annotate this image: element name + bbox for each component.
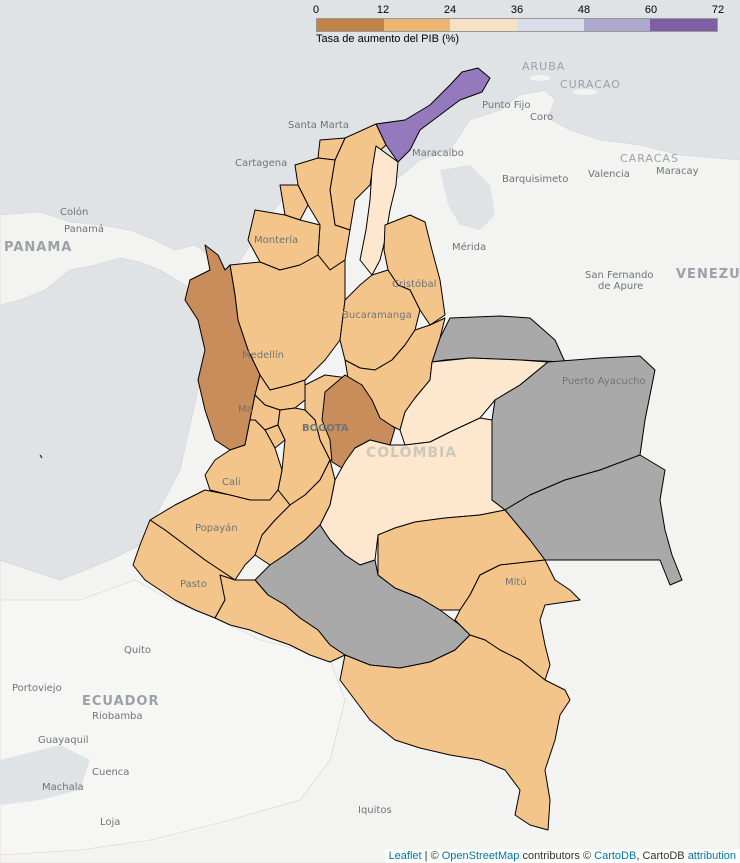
label-de-apure: de Apure: [598, 281, 643, 292]
cartodb-link[interactable]: CartoDB: [594, 850, 637, 862]
label-aruba: ARUBA: [522, 60, 565, 73]
attribution-sep: | ©: [421, 850, 442, 862]
attribution: Leaflet | © OpenStreetMap contributors ©…: [384, 849, 740, 863]
dept-sucre[interactable]: [279, 184, 309, 221]
label-loja: Loja: [100, 817, 120, 828]
dept-putumayo[interactable]: [214, 574, 346, 663]
attribution-comma: , CartoDB: [636, 850, 688, 862]
label-puerto-ayacucho: Puerto Ayacucho: [562, 376, 646, 387]
label-cartagena: Cartagena: [235, 158, 287, 169]
label-ecuador: ECUADOR: [82, 694, 160, 709]
gulf-guayaquil: [0, 745, 90, 805]
label-riobamba: Riobamba: [92, 711, 143, 722]
legend-swatch: [583, 19, 651, 31]
dept-cesar[interactable]: [359, 145, 399, 276]
label-quito: Quito: [124, 645, 151, 656]
colombia-departments: [132, 67, 683, 831]
legend-swatch: [383, 19, 451, 31]
land-ecuador: [0, 579, 346, 856]
legend-tick: 24: [443, 4, 457, 16]
legend-tick: 48: [577, 4, 591, 16]
label-curacao: CURACAO: [560, 78, 621, 91]
island-aruba: [530, 75, 550, 81]
label-manizales: Ma: [238, 404, 253, 415]
legend-swatch: [317, 19, 384, 31]
label-punto-fijo: Punto Fijo: [482, 100, 530, 111]
label-colombia: COLOMBIA: [366, 445, 457, 461]
label-portoviejo: Portoviejo: [12, 683, 62, 694]
lake-maracaibo: [440, 165, 495, 230]
legend-swatch: [450, 19, 518, 31]
legend-swatch: [517, 19, 584, 31]
label-valencia: Valencia: [588, 169, 630, 180]
label-san-fernando: San Fernando: [585, 270, 654, 281]
label-pasto: Pasto: [180, 579, 207, 590]
label-panama-city: Panamá: [64, 223, 104, 235]
osm-link[interactable]: OpenStreetMap: [441, 850, 520, 862]
legend-tick: 72: [711, 4, 725, 16]
label-venezuela: VENEZUE: [676, 267, 740, 282]
label-maracay: Maracay: [656, 166, 699, 177]
attribution-contrib: contributors ©: [519, 850, 595, 862]
dept-amazonas[interactable]: [339, 634, 571, 831]
label-panama: PANAMA: [4, 240, 72, 255]
label-bogota: BOGOTA: [302, 423, 349, 434]
label-monteria: Montería: [254, 234, 298, 246]
label-medellin: Medellín: [242, 349, 284, 361]
cartodb-attribution-link[interactable]: attribution: [687, 850, 736, 862]
legend-tick: 12: [376, 4, 390, 16]
label-santa-marta: Santa Marta: [288, 120, 349, 131]
label-mitu: Mitú: [505, 576, 527, 588]
island-curacao: [573, 89, 597, 95]
legend-tick: 36: [510, 4, 524, 16]
map-labels: ARUBA CURACAO Punto Fijo Coro Santa Mart…: [4, 60, 740, 828]
label-coro: Coro: [530, 112, 553, 123]
label-machala: Machala: [42, 782, 84, 793]
legend-swatch: [650, 19, 718, 31]
label-cuenca: Cuenca: [92, 767, 129, 778]
label-bucaramanga: Bucaramanga: [342, 310, 412, 321]
legend: 0 12 24 36 48 60 72 Tasa de aumento del …: [312, 4, 724, 48]
leaflet-link[interactable]: Leaflet: [388, 850, 422, 862]
label-popayan: Popayán: [195, 522, 238, 534]
legend-color-bar: [316, 18, 718, 32]
label-cali: Cali: [222, 477, 241, 488]
legend-title: Tasa de aumento del PIB (%): [316, 33, 460, 45]
dept-guainia[interactable]: [504, 454, 683, 586]
label-maracaibo: Maracaibo: [412, 148, 464, 159]
label-colon: Colón: [60, 206, 88, 218]
label-iquitos: Iquitos: [358, 805, 392, 816]
legend-ticks: 0 12 24 36 48 60 72: [312, 4, 724, 18]
label-merida: Mérida: [452, 241, 486, 253]
legend-tick: 0: [312, 4, 320, 16]
label-guayaquil: Guayaquil: [38, 735, 89, 746]
label-cristobal: Cristóbal: [392, 278, 436, 290]
legend-tick: 60: [644, 4, 658, 16]
label-caracas: CARACAS: [620, 152, 679, 165]
island-mark: [39, 454, 43, 459]
label-barquisimeto: Barquisimeto: [502, 174, 568, 185]
dept-la-guajira[interactable]: [375, 67, 491, 163]
